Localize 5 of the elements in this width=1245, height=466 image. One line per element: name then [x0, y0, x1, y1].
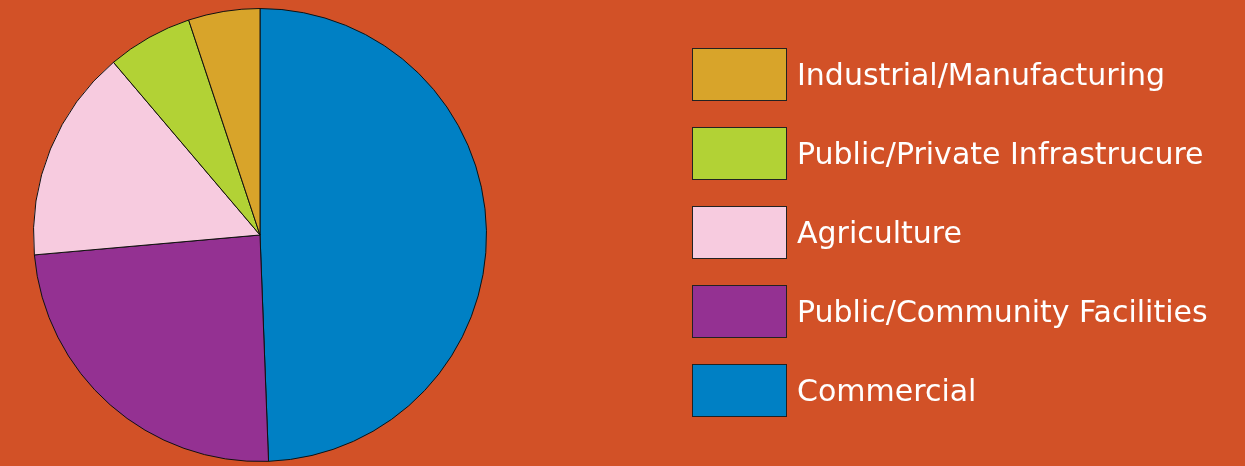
legend-label: Commercial	[797, 373, 977, 408]
legend-label: Agriculture	[797, 215, 962, 250]
legend-label: Public/Private Infrastrucure	[797, 136, 1204, 171]
legend-label: Industrial/Manufacturing	[797, 57, 1166, 92]
legend-label: Public/Community Facilities	[797, 294, 1208, 329]
